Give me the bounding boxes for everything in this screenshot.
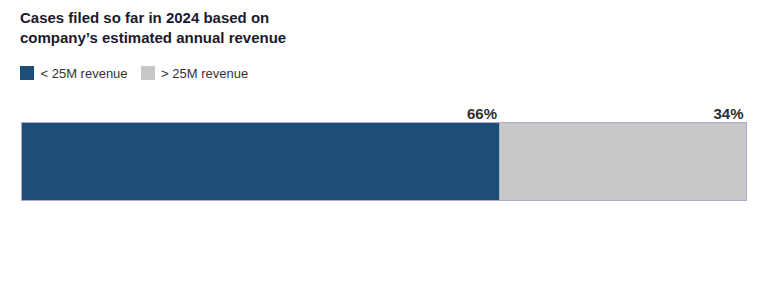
html-text:> 25M revenue: > 25M revenue bbox=[161, 65, 249, 81]
html-text:Cases filed so far in 2024 bas: Cases filed so far in 2024 based on bbox=[20, 9, 270, 26]
svg-text:66%: 66% bbox=[467, 105, 497, 122]
html-text:< 25M revenue: < 25M revenue bbox=[40, 65, 128, 81]
svg-text:34%: 34% bbox=[713, 105, 743, 122]
html-text:company’s estimated annual rev: company’s estimated annual revenue bbox=[20, 29, 287, 47]
